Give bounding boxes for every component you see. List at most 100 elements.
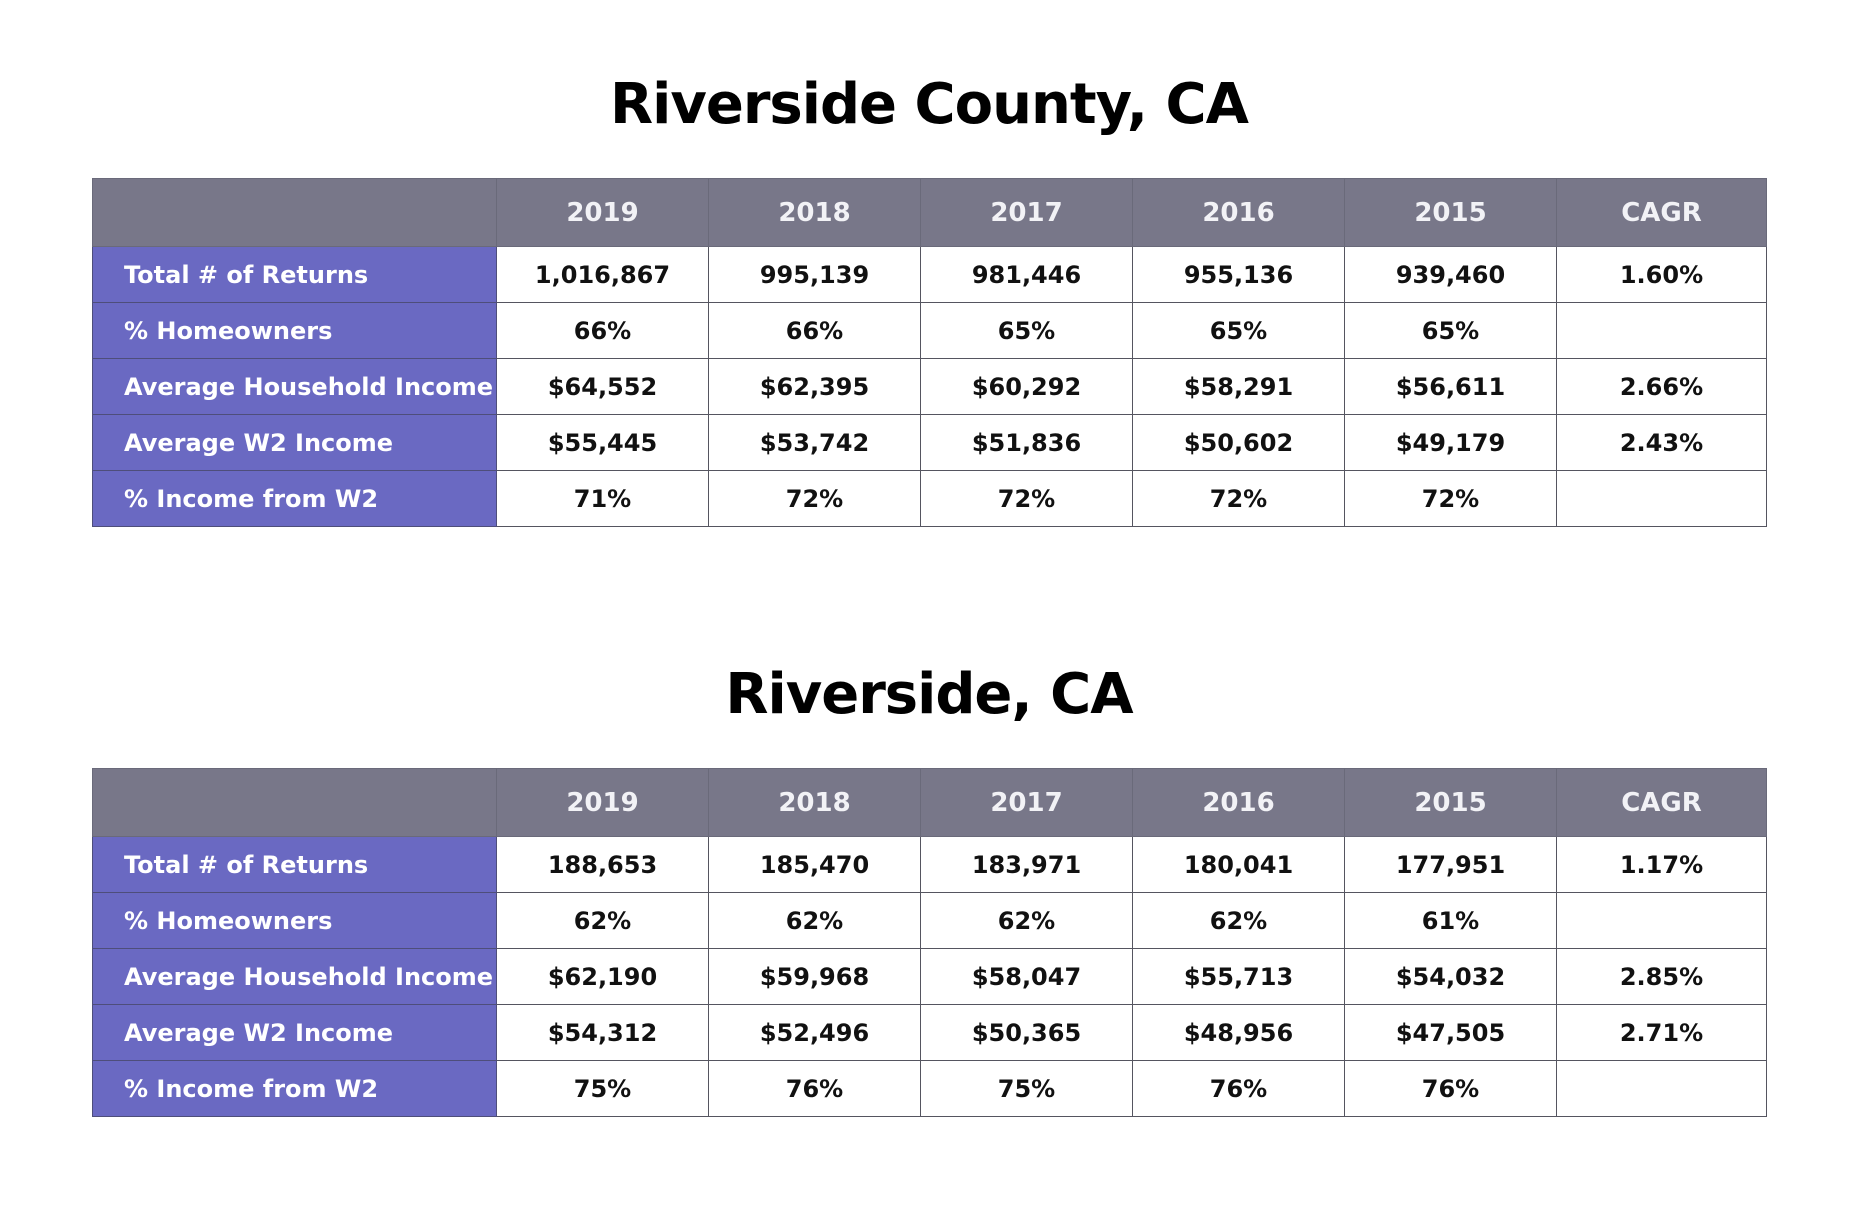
- row-label: % Homeowners: [92, 302, 497, 359]
- table-cell: [1556, 470, 1767, 527]
- table-cell: 62%: [920, 892, 1133, 949]
- header-2019: 2019: [496, 768, 709, 837]
- table-cell: $64,552: [496, 358, 709, 415]
- table-row: % Homeowners 62% 62% 62% 62% 61%: [92, 892, 1767, 949]
- table-cell: $58,047: [920, 948, 1133, 1005]
- table-cell: 177,951: [1344, 836, 1557, 893]
- table-title: Riverside County, CA: [610, 72, 1249, 137]
- table-cell: 76%: [1344, 1060, 1557, 1117]
- table-row: % Income from W2 75% 76% 75% 76% 76%: [92, 1060, 1767, 1117]
- table-cell: 66%: [496, 302, 709, 359]
- table-section-riverside-city: Riverside, CA 2019 2018 2017 2016 2015 C…: [92, 652, 1767, 1117]
- header-cagr: CAGR: [1556, 768, 1767, 837]
- table-cell: $48,956: [1132, 1004, 1345, 1061]
- table-cell: 2.43%: [1556, 414, 1767, 471]
- table-cell: 188,653: [496, 836, 709, 893]
- table-cell: 75%: [920, 1060, 1133, 1117]
- table-cell: 2.66%: [1556, 358, 1767, 415]
- table-header-row: 2019 2018 2017 2016 2015 CAGR: [92, 178, 1767, 247]
- table-cell: $62,395: [708, 358, 921, 415]
- table-cell: 1.17%: [1556, 836, 1767, 893]
- table-row: % Income from W2 71% 72% 72% 72% 72%: [92, 470, 1767, 527]
- table-cell: $50,365: [920, 1004, 1133, 1061]
- table-cell: 76%: [708, 1060, 921, 1117]
- header-2016: 2016: [1132, 178, 1345, 247]
- table-cell: 185,470: [708, 836, 921, 893]
- table-cell: $47,505: [1344, 1004, 1557, 1061]
- table-cell: 61%: [1344, 892, 1557, 949]
- table-row: Average W2 Income $54,312 $52,496 $50,36…: [92, 1004, 1767, 1061]
- table-cell: 1.60%: [1556, 246, 1767, 303]
- row-label: Total # of Returns: [92, 836, 497, 893]
- table-cell: 66%: [708, 302, 921, 359]
- table-cell: $52,496: [708, 1004, 921, 1061]
- table-cell: 2.71%: [1556, 1004, 1767, 1061]
- header-corner: [92, 768, 497, 837]
- table-cell: 71%: [496, 470, 709, 527]
- header-2019: 2019: [496, 178, 709, 247]
- table-cell: 62%: [496, 892, 709, 949]
- table-cell: $50,602: [1132, 414, 1345, 471]
- header-2017: 2017: [920, 178, 1133, 247]
- table-cell: 62%: [1132, 892, 1345, 949]
- table-title: Riverside, CA: [725, 662, 1133, 727]
- table-row: Average W2 Income $55,445 $53,742 $51,83…: [92, 414, 1767, 471]
- row-label: % Homeowners: [92, 892, 497, 949]
- table-cell: $62,190: [496, 948, 709, 1005]
- data-table: 2019 2018 2017 2016 2015 CAGR Total # of…: [92, 768, 1767, 1117]
- table-cell: $54,032: [1344, 948, 1557, 1005]
- header-2016: 2016: [1132, 768, 1345, 837]
- table-cell: [1556, 302, 1767, 359]
- table-cell: $59,968: [708, 948, 921, 1005]
- row-label: % Income from W2: [92, 1060, 497, 1117]
- table-cell: 76%: [1132, 1060, 1345, 1117]
- table-cell: $54,312: [496, 1004, 709, 1061]
- header-cagr: CAGR: [1556, 178, 1767, 247]
- table-cell: [1556, 892, 1767, 949]
- table-section-riverside-county: Riverside County, CA 2019 2018 2017 2016…: [92, 62, 1767, 527]
- table-row: % Homeowners 66% 66% 65% 65% 65%: [92, 302, 1767, 359]
- table-header-row: 2019 2018 2017 2016 2015 CAGR: [92, 768, 1767, 837]
- table-cell: 2.85%: [1556, 948, 1767, 1005]
- row-label: Average Household Income: [92, 948, 497, 1005]
- table-cell: $49,179: [1344, 414, 1557, 471]
- table-cell: 72%: [1132, 470, 1345, 527]
- table-cell: 72%: [1344, 470, 1557, 527]
- table-cell: 981,446: [920, 246, 1133, 303]
- header-2018: 2018: [708, 178, 921, 247]
- table-cell: $55,713: [1132, 948, 1345, 1005]
- table-cell: $51,836: [920, 414, 1133, 471]
- table-cell: $60,292: [920, 358, 1133, 415]
- table-cell: $58,291: [1132, 358, 1345, 415]
- row-label: Average W2 Income: [92, 414, 497, 471]
- data-table: 2019 2018 2017 2016 2015 CAGR Total # of…: [92, 178, 1767, 527]
- table-cell: 72%: [708, 470, 921, 527]
- table-cell: 65%: [1132, 302, 1345, 359]
- table-cell: $56,611: [1344, 358, 1557, 415]
- header-corner: [92, 178, 497, 247]
- table-cell: 65%: [1344, 302, 1557, 359]
- table-cell: 75%: [496, 1060, 709, 1117]
- table-row: Average Household Income $62,190 $59,968…: [92, 948, 1767, 1005]
- table-cell: [1556, 1060, 1767, 1117]
- row-label: Average W2 Income: [92, 1004, 497, 1061]
- header-2015: 2015: [1344, 768, 1557, 837]
- table-cell: $53,742: [708, 414, 921, 471]
- table-cell: 72%: [920, 470, 1133, 527]
- table-cell: 180,041: [1132, 836, 1345, 893]
- table-cell: 955,136: [1132, 246, 1345, 303]
- header-2017: 2017: [920, 768, 1133, 837]
- header-2015: 2015: [1344, 178, 1557, 247]
- table-cell: 62%: [708, 892, 921, 949]
- table-cell: 1,016,867: [496, 246, 709, 303]
- row-label: % Income from W2: [92, 470, 497, 527]
- row-label: Average Household Income: [92, 358, 497, 415]
- row-label: Total # of Returns: [92, 246, 497, 303]
- table-row: Total # of Returns 1,016,867 995,139 981…: [92, 246, 1767, 303]
- table-cell: 65%: [920, 302, 1133, 359]
- table-row: Total # of Returns 188,653 185,470 183,9…: [92, 836, 1767, 893]
- table-cell: $55,445: [496, 414, 709, 471]
- table-cell: 939,460: [1344, 246, 1557, 303]
- header-2018: 2018: [708, 768, 921, 837]
- table-row: Average Household Income $64,552 $62,395…: [92, 358, 1767, 415]
